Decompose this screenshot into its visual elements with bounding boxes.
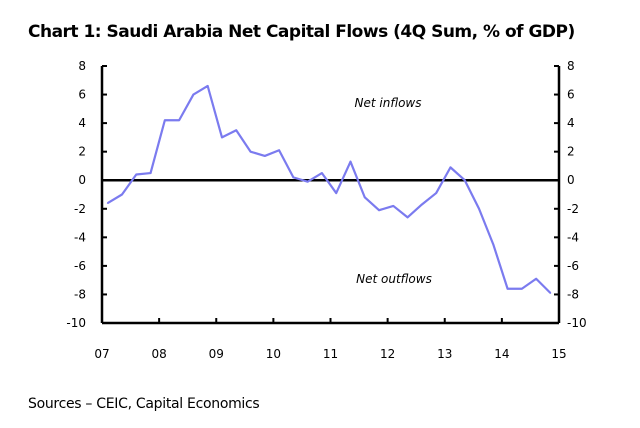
data-point (392, 205, 395, 207)
y-tick-label-left: 6 (78, 88, 86, 102)
data-point (535, 277, 537, 280)
y-tick-label-right: 4 (567, 116, 575, 130)
x-tick-label: 07 (94, 347, 109, 361)
data-point (321, 172, 323, 174)
data-point (192, 93, 195, 96)
series-line (107, 84, 552, 294)
y-tick-label-left: -2 (74, 202, 86, 216)
data-point (278, 149, 280, 152)
data-point (406, 216, 409, 219)
data-point (149, 172, 152, 174)
data-point (235, 129, 238, 132)
x-tick-label: 08 (151, 347, 166, 361)
y-tick-label-left: -4 (74, 230, 86, 244)
y-tick-label-right: -6 (567, 259, 579, 273)
data-point (363, 196, 366, 199)
y-tick-label-right: -8 (567, 287, 579, 301)
data-point (449, 166, 452, 169)
data-point (221, 136, 223, 139)
data-point (349, 160, 352, 163)
y-tick-label-right: -10 (567, 316, 587, 330)
y-tick-label-left: 2 (78, 145, 86, 159)
data-point (521, 287, 523, 290)
data-point (306, 180, 309, 183)
data-point (506, 287, 509, 290)
data-point (106, 202, 109, 204)
y-tick-label-right: 2 (567, 145, 575, 159)
data-point (178, 119, 180, 122)
y-tick-label-right: -4 (567, 230, 579, 244)
y-tick-label-left: 4 (78, 116, 86, 130)
data-point (492, 243, 495, 246)
y-tick-label-left: -8 (74, 287, 86, 301)
chart-source: Sources – CEIC, Capital Economics (28, 396, 260, 412)
data-point (206, 85, 209, 87)
y-tick-label-right: 0 (567, 173, 575, 187)
data-point (249, 150, 252, 153)
annotation-net-outflows: Net outflows (356, 272, 432, 286)
data-point (435, 192, 437, 194)
y-tick-label-left: -10 (66, 316, 86, 330)
x-tick-label: 11 (323, 347, 338, 361)
data-point (549, 292, 552, 294)
x-tick-label: 14 (494, 347, 509, 361)
y-tick-label-right: 8 (567, 59, 575, 73)
x-tick-label: 13 (437, 347, 452, 361)
data-point (135, 173, 138, 176)
data-point (264, 155, 266, 157)
data-point (421, 203, 423, 206)
data-point (292, 176, 295, 179)
x-tick-label: 10 (266, 347, 281, 361)
annotation-net-inflows: Net inflows (355, 96, 422, 110)
y-tick-label-right: -2 (567, 202, 579, 216)
y-tick-label-right: 6 (567, 88, 575, 102)
data-point (378, 209, 380, 212)
data-point (335, 192, 338, 194)
y-tick-label-left: 0 (78, 173, 86, 187)
y-tick-label-left: -6 (74, 259, 86, 273)
data-point (478, 207, 480, 210)
y-tick-label-left: 8 (78, 59, 86, 73)
data-point (121, 193, 123, 196)
x-tick-label: 15 (551, 347, 566, 361)
x-tick-label: 12 (380, 347, 395, 361)
chart-title: Chart 1: Saudi Arabia Net Capital Flows … (28, 22, 575, 42)
data-point (463, 179, 466, 182)
x-tick-label: 09 (209, 347, 224, 361)
data-point (164, 119, 166, 122)
